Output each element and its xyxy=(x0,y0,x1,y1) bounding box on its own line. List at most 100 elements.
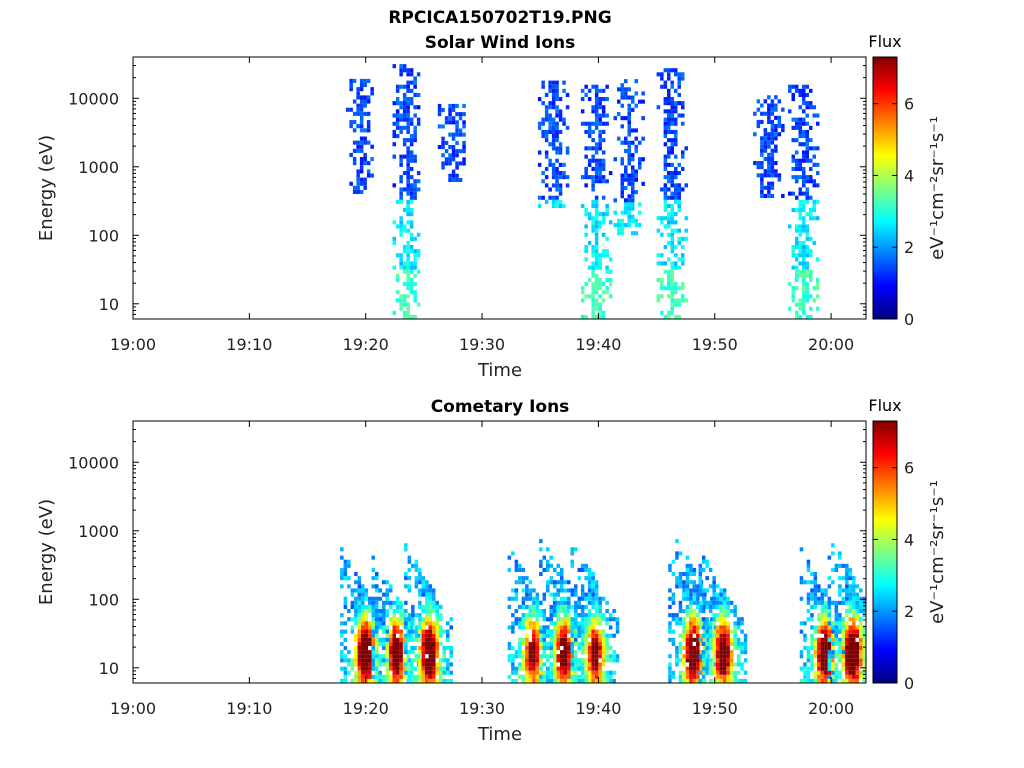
heatmap-cell xyxy=(511,613,515,618)
heatmap-cell xyxy=(774,107,778,112)
heatmap-cell xyxy=(546,625,550,630)
heatmap-cell xyxy=(689,670,693,675)
heatmap-cell xyxy=(364,609,368,614)
heatmap-cell xyxy=(518,641,522,646)
colorbar-tick-label: 2 xyxy=(904,238,914,257)
heatmap-cell xyxy=(551,125,556,130)
heatmap-cell xyxy=(715,617,720,622)
heatmap-cell xyxy=(574,621,578,626)
heatmap-cell xyxy=(395,617,400,622)
heatmap-cell xyxy=(917,219,921,223)
heatmap-cell xyxy=(834,609,839,614)
heatmap-cell xyxy=(371,567,375,572)
heatmap-cell xyxy=(525,617,529,622)
heatmap-cell xyxy=(798,240,802,245)
heatmap-cell xyxy=(827,600,832,605)
heatmap-cell xyxy=(428,617,432,622)
heatmap-cell xyxy=(416,654,421,659)
heatmap-cell xyxy=(399,662,403,667)
heatmap-cell xyxy=(532,596,536,601)
heatmap-cell xyxy=(591,641,595,646)
heatmap-cell xyxy=(406,125,410,130)
heatmap-cell xyxy=(594,212,599,217)
heatmap-cell xyxy=(584,183,588,188)
heatmap-cell xyxy=(756,161,761,166)
heatmap-cell xyxy=(810,588,814,593)
heatmap-cell xyxy=(546,633,550,638)
heatmap-cell xyxy=(349,120,353,125)
heatmap-cell xyxy=(674,175,678,180)
heatmap-cell xyxy=(518,637,522,642)
heatmap-cell xyxy=(777,99,782,104)
heatmap-cell xyxy=(668,678,672,683)
heatmap-cell xyxy=(432,588,436,593)
heatmap-cell xyxy=(663,191,668,196)
heatmap-cell xyxy=(577,604,581,609)
heatmap-cell xyxy=(715,584,720,589)
heatmap-cell xyxy=(560,633,564,638)
heatmap-cell xyxy=(824,600,828,605)
heatmap-cell xyxy=(357,670,362,675)
heatmap-cell xyxy=(532,674,536,679)
heatmap-cell xyxy=(841,658,846,663)
heatmap-cell xyxy=(641,116,645,121)
heatmap-cell xyxy=(435,625,439,630)
heatmap-cell xyxy=(409,142,414,147)
heatmap-cell xyxy=(548,101,552,106)
heatmap-cell xyxy=(409,191,414,196)
heatmap-cell xyxy=(685,576,690,581)
heatmap-cell xyxy=(674,302,678,307)
heatmap-cell xyxy=(834,621,839,626)
heatmap-cell xyxy=(719,666,723,671)
heatmap-cell xyxy=(402,674,407,679)
heatmap-cell xyxy=(449,646,453,651)
heatmap-cell xyxy=(985,162,989,166)
heatmap-cell xyxy=(813,572,818,577)
heatmap-cell xyxy=(605,674,609,679)
heatmap-cell xyxy=(903,116,907,120)
heatmap-cell xyxy=(371,629,375,634)
heatmap-cell xyxy=(350,662,355,667)
heatmap-cell xyxy=(627,157,631,162)
heatmap-cell xyxy=(392,236,396,241)
heatmap-cell xyxy=(432,625,436,630)
heatmap-cell xyxy=(677,240,681,245)
heatmap-cell xyxy=(813,580,818,585)
heatmap-cell xyxy=(960,141,964,145)
heatmap-cell xyxy=(855,678,859,683)
heatmap-cell xyxy=(567,629,571,634)
heatmap-cell xyxy=(935,315,939,319)
heatmap-cell xyxy=(587,576,592,581)
heatmap-cell xyxy=(577,625,581,630)
heatmap-cell xyxy=(605,286,609,291)
heatmap-cell xyxy=(670,261,674,266)
heatmap-cell xyxy=(514,563,519,568)
heatmap-cell xyxy=(598,257,602,262)
heatmap-cell xyxy=(667,146,671,151)
heatmap-cell xyxy=(706,641,711,646)
heatmap-cell xyxy=(631,190,635,195)
heatmap-cell xyxy=(612,633,616,638)
heatmap-cell xyxy=(855,584,859,589)
heatmap-cell xyxy=(594,650,599,655)
heatmap-cell xyxy=(675,576,679,581)
heatmap-cell xyxy=(532,658,536,663)
heatmap-cell xyxy=(449,650,453,655)
heatmap-cell xyxy=(528,654,533,659)
heatmap-cell xyxy=(806,600,811,605)
heatmap-cell xyxy=(521,621,526,626)
heatmap-cell xyxy=(551,129,556,134)
heatmap-cell xyxy=(414,678,419,683)
heatmap-cell xyxy=(682,646,686,651)
heatmap-cell xyxy=(852,662,856,667)
heatmap-cell xyxy=(831,662,835,667)
heatmap-cell xyxy=(942,282,946,286)
heatmap-cell xyxy=(802,310,806,315)
y-axis-label: Energy (eV) xyxy=(36,135,57,241)
heatmap-cell xyxy=(763,132,768,137)
heatmap-cell xyxy=(580,298,585,303)
heatmap-cell xyxy=(667,286,671,291)
heatmap-cell xyxy=(620,227,624,232)
heatmap-cell xyxy=(942,97,946,101)
heatmap-cell xyxy=(395,604,400,609)
